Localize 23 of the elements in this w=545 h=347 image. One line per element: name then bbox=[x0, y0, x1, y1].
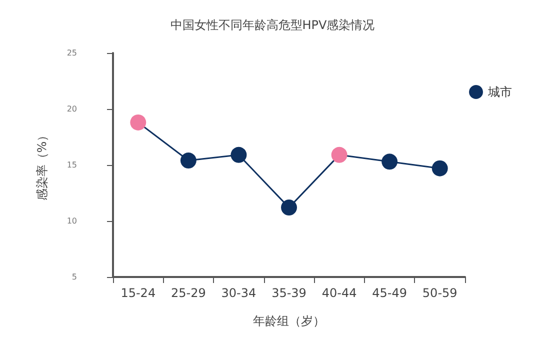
point bbox=[382, 154, 398, 170]
x-tick-label: 15-24 bbox=[120, 286, 156, 300]
y-tick-label: 5 bbox=[72, 272, 77, 282]
point bbox=[180, 152, 196, 169]
x-axis-title: 年龄组（岁） bbox=[253, 314, 325, 328]
point bbox=[130, 114, 146, 130]
y-tick-label: 15 bbox=[66, 160, 77, 170]
x-tick-label: 50-59 bbox=[422, 286, 458, 300]
x-tick-label: 30-34 bbox=[221, 286, 256, 300]
y-tick-label: 20 bbox=[66, 104, 77, 114]
legend-label: 城市 bbox=[487, 85, 512, 99]
x-tick-label: 45-49 bbox=[372, 286, 408, 300]
y-axis-title: 感染率（%） bbox=[35, 129, 49, 201]
x-tick-label: 40-44 bbox=[322, 286, 357, 300]
y-tick-label: 25 bbox=[66, 48, 77, 58]
point bbox=[331, 146, 348, 163]
chart-title: 中国女性不同年龄高危型HPV感染情况 bbox=[170, 18, 375, 32]
x-tick-label: 35-39 bbox=[272, 286, 306, 300]
point bbox=[432, 160, 448, 176]
point bbox=[281, 200, 297, 216]
point bbox=[230, 146, 247, 163]
x-tick-label: 25-29 bbox=[170, 286, 206, 300]
y-tick-label: 10 bbox=[66, 216, 77, 226]
